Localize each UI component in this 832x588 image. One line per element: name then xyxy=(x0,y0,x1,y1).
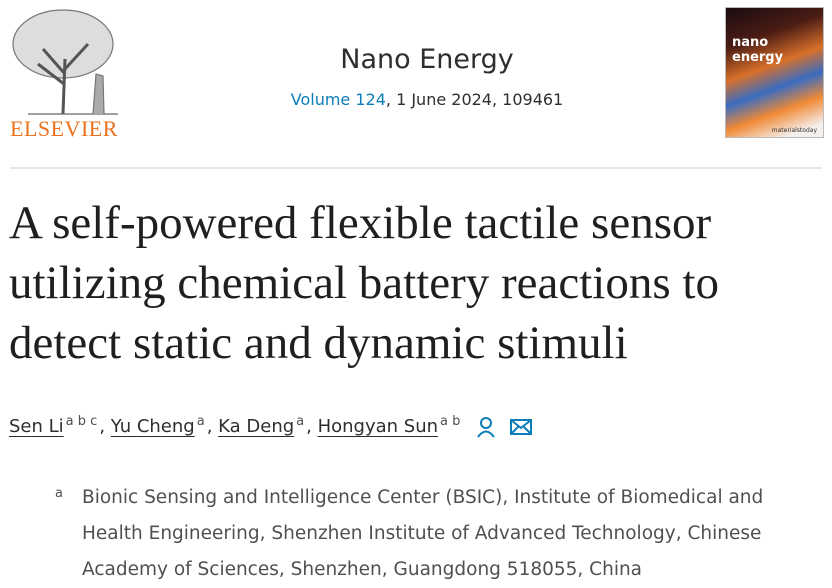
author-affil-sup: a xyxy=(296,414,305,429)
email-icon[interactable] xyxy=(509,418,532,436)
author-affil-sup: a b xyxy=(440,414,461,429)
elsevier-tree-logo[interactable] xyxy=(8,4,130,138)
issue-date: , 1 June 2024, 109461 xyxy=(385,90,564,109)
person-icon[interactable] xyxy=(476,416,496,438)
author-link[interactable]: Hongyan Sun xyxy=(317,416,439,437)
author-list: Sen Li a b c, Yu Cheng a, Ka Deng a, Hongya… xyxy=(9,414,532,438)
journal-cover-image[interactable]: nano energy materialstoday xyxy=(725,7,824,138)
affiliation-text: Bionic Sensing and Intelligence Center (… xyxy=(82,487,764,580)
author-link[interactable]: Sen Li xyxy=(9,416,64,437)
article-title: A self-powered flexible tactile sensor u… xyxy=(9,197,719,369)
volume-link[interactable]: Volume 124 xyxy=(290,90,386,109)
cover-brand: materialstoday xyxy=(771,127,817,134)
author-link[interactable]: Ka Deng xyxy=(218,416,295,437)
author-affil-sup: a xyxy=(196,414,205,429)
cover-title: nano energy xyxy=(732,35,784,65)
affiliation: a Bionic Sensing and Intelligence Center … xyxy=(55,480,822,588)
author-link[interactable]: Yu Cheng xyxy=(110,416,195,437)
journal-title[interactable]: Nano Energy xyxy=(340,44,514,75)
publisher-name: ELSEVIER xyxy=(10,116,118,141)
affiliation-label: a xyxy=(55,486,63,501)
author-affil-sup: a b c xyxy=(65,414,98,429)
divider xyxy=(10,167,822,169)
volume-info: Volume 124, 1 June 2024, 109461 xyxy=(230,90,624,109)
